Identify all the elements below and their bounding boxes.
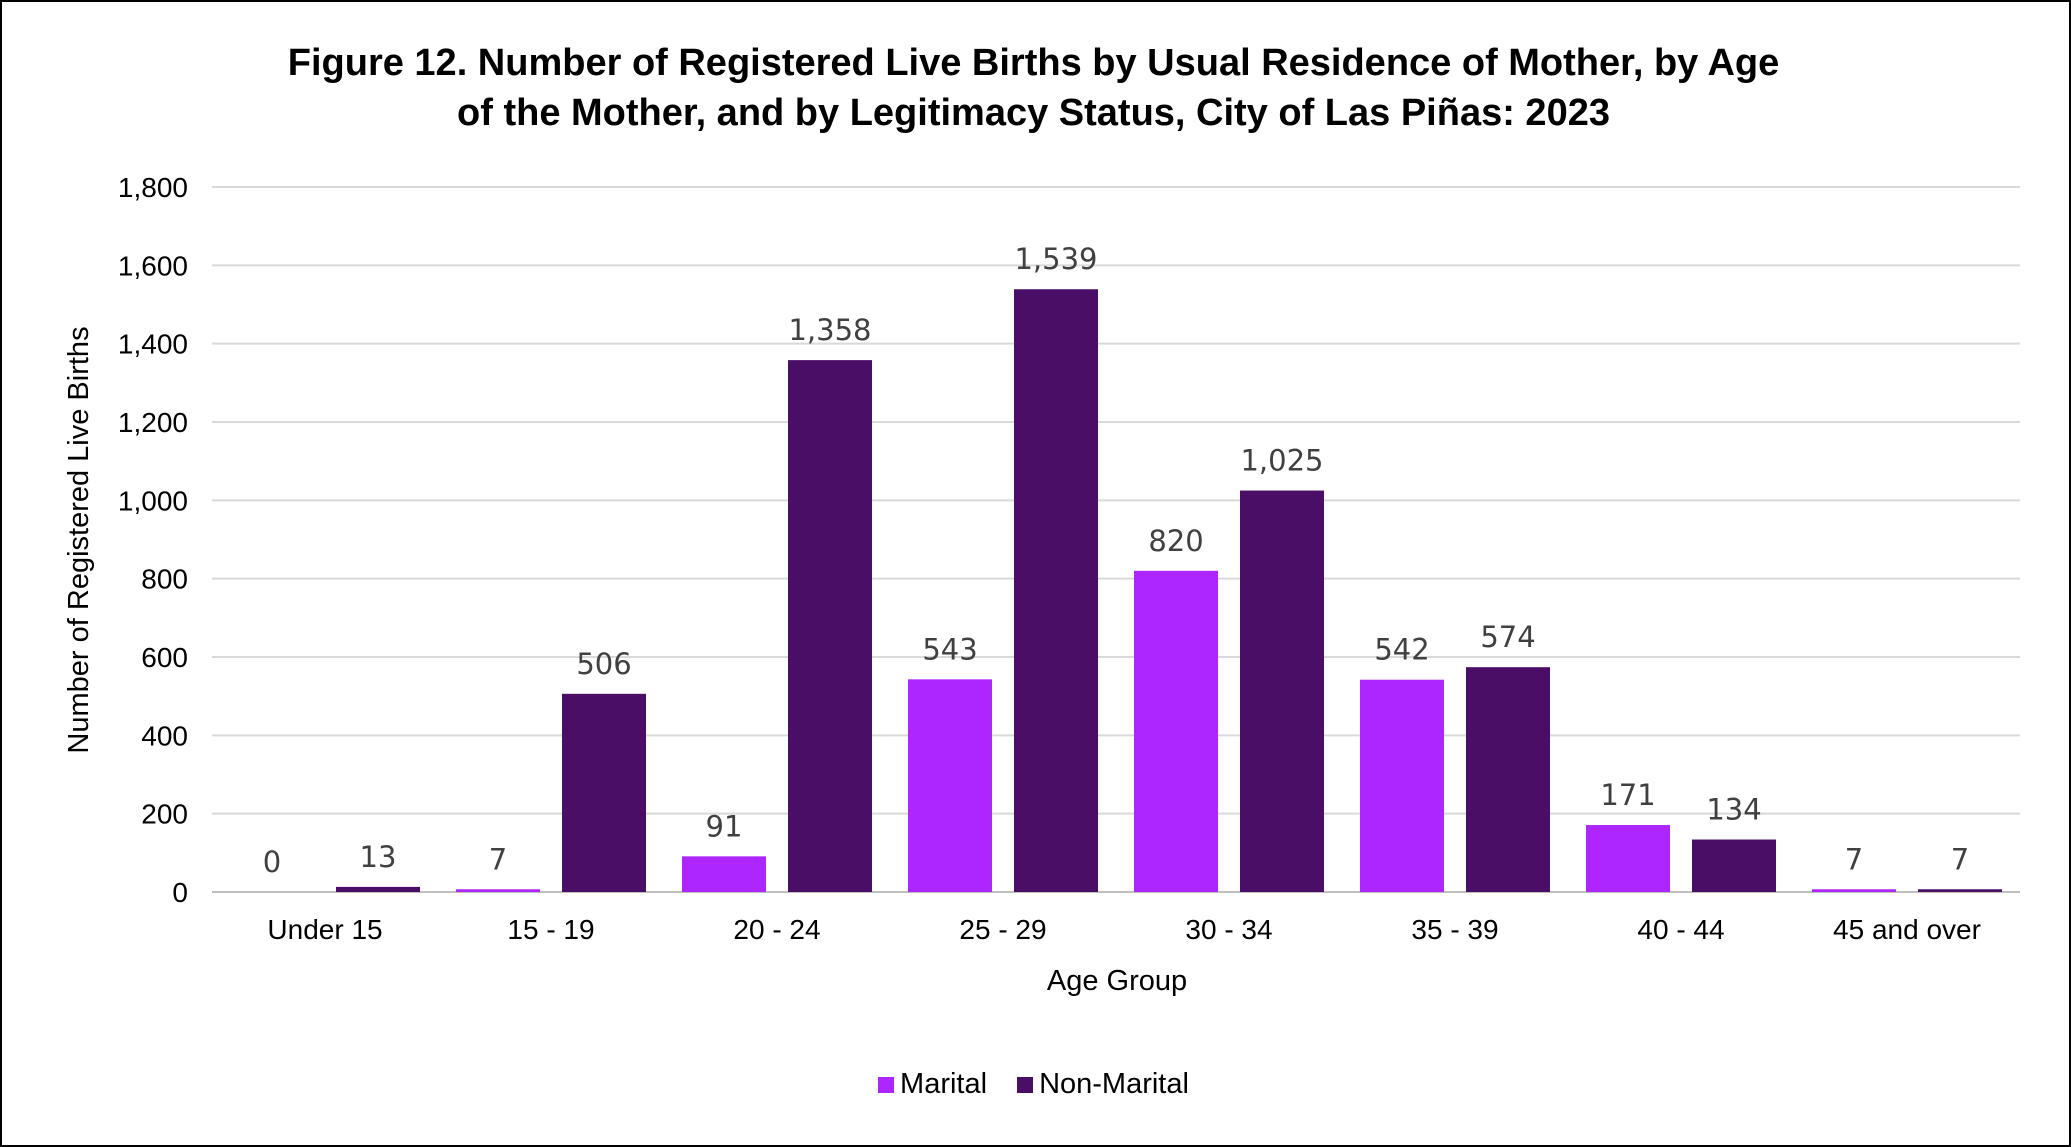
y-axis-ticks: 0 200 400 600 800 1,000 1,200 1,400 1,600 1,800 (118, 172, 188, 908)
x-tick-label: 20 - 24 (733, 914, 820, 945)
data-labels: 0 13 7 506 91 1,358 543 1,539 820 1,025 542 574 171 1… (263, 242, 1969, 879)
bar-non-marital (1014, 289, 1098, 893)
y-tick-label: 800 (141, 564, 188, 595)
legend-label-marital: Marital (900, 1068, 988, 1100)
bar-non-marital (1240, 490, 1324, 892)
x-tick-label: 25 - 29 (959, 914, 1046, 945)
chart-title: Figure 12. Number of Registered Live Bir… (0, 38, 2067, 138)
bar-marital (908, 679, 992, 892)
x-axis-label: Age Group (1047, 965, 1187, 997)
x-tick-label: Under 15 (267, 914, 382, 945)
bar-non-marital (1918, 889, 2002, 892)
y-tick-label: 0 (172, 877, 188, 908)
y-tick-label: 1,400 (118, 329, 188, 360)
y-tick-label: 1,600 (118, 250, 188, 281)
chart-title-line-2: of the Mother, and by Legitimacy Status,… (457, 92, 1610, 134)
data-label: 820 (1148, 524, 1203, 558)
bar-marital (1360, 679, 1444, 892)
data-label: 0 (263, 845, 281, 879)
data-label: 13 (360, 840, 397, 874)
data-label: 1,025 (1240, 444, 1323, 478)
data-label: 506 (576, 647, 631, 681)
data-label: 574 (1480, 620, 1535, 654)
chart-title-line-1: Figure 12. Number of Registered Live Bir… (287, 42, 1780, 84)
legend-label-non-marital: Non-Marital (1039, 1068, 1189, 1100)
bar-non-marital (562, 693, 646, 892)
bar-marital (1586, 825, 1670, 892)
bar-non-marital (1466, 667, 1550, 892)
data-label: 7 (1951, 842, 1969, 876)
x-tick-label: 30 - 34 (1185, 914, 1272, 945)
x-tick-label: 15 - 19 (507, 914, 594, 945)
data-label: 1,539 (1014, 242, 1097, 276)
bar-non-marital (336, 886, 420, 892)
data-label: 7 (1845, 842, 1863, 876)
x-tick-label: 45 and over (1833, 914, 1981, 945)
legend: Marital Non-Marital (0, 1068, 2067, 1101)
y-tick-label: 1,200 (118, 407, 188, 438)
y-tick-label: 600 (141, 642, 188, 673)
legend-swatch-non-marital (1017, 1076, 1034, 1093)
data-label: 134 (1706, 793, 1761, 827)
legend-item-non-marital: Non-Marital (1017, 1068, 1189, 1101)
bar-marital (456, 889, 540, 892)
legend-item-marital: Marital (878, 1068, 987, 1101)
data-label: 7 (489, 842, 507, 876)
gridlines (212, 186, 2020, 893)
bar-marital (682, 856, 766, 892)
y-tick-label: 1,800 (118, 172, 188, 203)
bar-marital (1812, 889, 1896, 892)
bar-non-marital (1692, 839, 1776, 892)
x-tick-label: 35 - 39 (1411, 914, 1498, 945)
y-axis-label: Number of Registered Live Births (63, 326, 95, 753)
data-label: 91 (706, 809, 743, 843)
y-tick-label: 200 (141, 799, 188, 830)
bars (336, 289, 2002, 893)
data-label: 1,358 (788, 313, 871, 347)
data-label: 542 (1374, 633, 1429, 667)
y-tick-label: 1,000 (118, 485, 188, 516)
x-axis-ticks: Under 15 15 - 19 20 - 24 25 - 29 30 - 34 35 -… (267, 914, 1981, 945)
bar-non-marital (788, 360, 872, 892)
x-tick-label: 40 - 44 (1637, 914, 1724, 945)
y-tick-label: 400 (141, 720, 188, 751)
data-label: 171 (1600, 778, 1655, 812)
bar-marital (1134, 570, 1218, 892)
data-label: 543 (922, 632, 977, 666)
legend-swatch-marital (878, 1076, 895, 1093)
